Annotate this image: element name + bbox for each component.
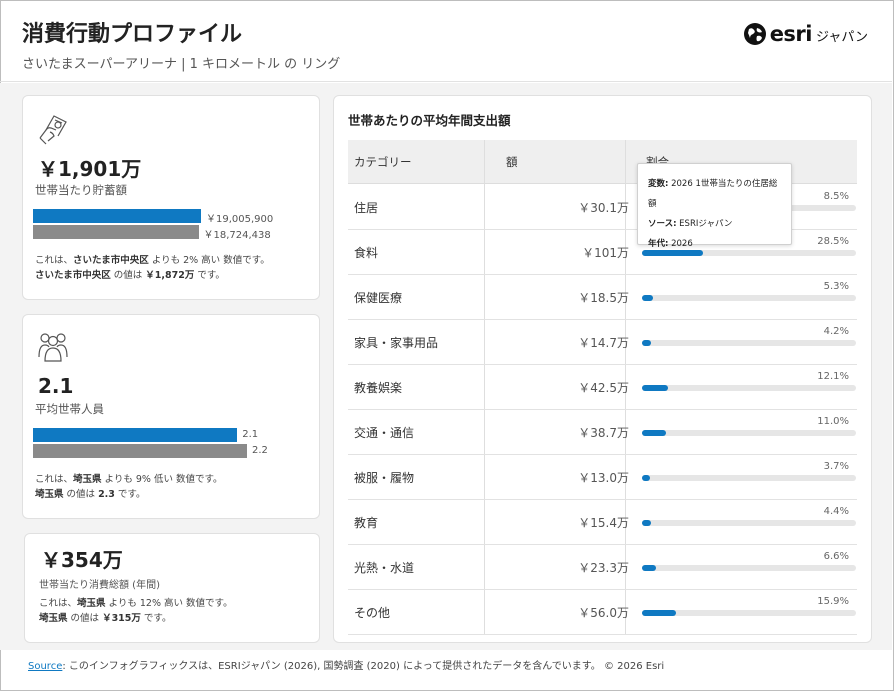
row-share-track — [642, 610, 856, 616]
page-subtitle: さいたまスーパーアリーナ | 1 キロメートル の リング — [22, 57, 341, 72]
household-bar-compare-label: 2.2 — [252, 445, 268, 456]
row-share-track — [642, 475, 856, 481]
row-category: 交通・通信 — [354, 426, 415, 440]
row-share-label: 6.6% — [823, 551, 849, 562]
table-row[interactable]: その他 ￥56.0万 15.9% — [348, 590, 857, 635]
row-share-bar — [642, 610, 677, 616]
row-share-bar — [642, 385, 668, 391]
column-divider — [484, 140, 485, 635]
row-share-bar — [642, 340, 651, 346]
row-share-label: 4.4% — [823, 506, 849, 517]
brand-region: ジャパン — [815, 30, 868, 45]
people-group-icon — [38, 333, 68, 362]
row-category: 被服・履物 — [354, 471, 415, 485]
spending-label: 世帯当たり消費総額 (年間) — [39, 580, 160, 591]
row-amount: ￥18.5万 — [578, 291, 629, 305]
household-bar-area — [33, 428, 238, 442]
row-category: その他 — [354, 606, 391, 620]
row-share-track — [642, 385, 856, 391]
footer-text: : このインフォグラフィックスは、ESRIジャパン (2026), 国勢調査 (… — [62, 661, 665, 672]
table-row[interactable]: 教養娯楽 ￥42.5万 12.1% — [348, 365, 857, 410]
header: 消費行動プロファイル さいたまスーパーアリーナ | 1 キロメートル の リング… — [0, 0, 892, 82]
row-share-label: 28.5% — [817, 236, 849, 247]
row-share-bar — [642, 475, 650, 481]
row-share-bar — [642, 430, 666, 436]
row-share-label: 5.3% — [823, 281, 849, 292]
table-title: 世帯あたりの平均年間支出額 — [348, 113, 511, 128]
row-share-track — [642, 430, 856, 436]
row-share-label: 4.2% — [823, 326, 849, 337]
row-amount: ￥23.3万 — [578, 561, 629, 575]
column-divider — [625, 140, 626, 635]
row-amount: ￥13.0万 — [578, 471, 629, 485]
page-title: 消費行動プロファイル — [22, 22, 243, 47]
spending-card: ￥354万 世帯当たり消費総額 (年間) これは、埼玉県 よりも 12% 高い … — [24, 533, 320, 643]
household-note: これは、埼玉県 よりも 9% 低い 数値です。 埼玉県 の値は 2.3 です。 — [35, 474, 223, 500]
table-row[interactable]: 光熱・水道 ￥23.3万 6.6% — [348, 545, 857, 590]
row-share-track — [642, 340, 856, 346]
row-share-track — [642, 520, 856, 526]
row-share-track — [642, 250, 856, 256]
savings-bar-area — [33, 209, 201, 223]
tooltip: 変数: 2026 1世帯当たりの住居総額 ソース: ESRIジャパン 年代: 2… — [637, 163, 792, 249]
row-category: 保健医療 — [354, 291, 403, 305]
row-share-label: 3.7% — [823, 461, 849, 472]
hand-money-icon — [39, 115, 67, 145]
savings-bar-compare-label: ￥18,724,438 — [203, 230, 271, 241]
row-share-label: 11.0% — [817, 416, 849, 427]
column-header-category[interactable]: カテゴリー — [354, 155, 412, 169]
row-share-label: 15.9% — [817, 596, 849, 607]
row-share-bar — [642, 565, 657, 571]
row-category: 住居 — [354, 201, 379, 215]
source-link[interactable]: Source — [28, 661, 63, 672]
globe-icon — [743, 23, 766, 45]
savings-bar-area-label: ￥19,005,900 — [206, 214, 274, 225]
table-row[interactable]: 家具・家事用品 ￥14.7万 4.2% — [348, 320, 857, 365]
row-share-bar — [642, 295, 654, 301]
household-card: 2.1 平均世帯人員 2.1 2.2 これは、埼玉県 よりも 9% 低い 数値で… — [22, 314, 320, 519]
row-share-bar — [642, 250, 703, 256]
row-amount: ￥101万 — [582, 246, 629, 260]
household-bar-compare — [33, 444, 247, 458]
savings-note: これは、さいたま市中央区 よりも 2% 高い 数値です。 さいたま市中央区 の値… — [35, 255, 270, 281]
table-row[interactable]: 食料 ￥101万 28.5% — [348, 230, 857, 275]
footer: Source: このインフォグラフィックスは、ESRIジャパン (2026), … — [28, 657, 664, 672]
table-row[interactable]: 交通・通信 ￥38.7万 11.0% — [348, 410, 857, 455]
row-category: 教養娯楽 — [354, 381, 403, 395]
table-row[interactable]: 教育 ￥15.4万 4.4% — [348, 500, 857, 545]
column-header-amount[interactable]: 額 — [506, 155, 518, 169]
spending-value: ￥354万 — [41, 548, 123, 572]
row-share-track — [642, 295, 856, 301]
savings-bar-compare — [33, 225, 199, 239]
table-row[interactable]: 保健医療 ￥18.5万 5.3% — [348, 275, 857, 320]
row-category: 食料 — [354, 246, 379, 260]
brand-logo: esri ジャパン — [743, 22, 868, 46]
row-amount: ￥38.7万 — [578, 426, 629, 440]
row-amount: ￥56.0万 — [578, 606, 629, 620]
row-amount: ￥30.1万 — [578, 201, 629, 215]
household-label: 平均世帯人員 — [35, 402, 104, 416]
brand-name: esri — [769, 22, 813, 46]
row-amount: ￥42.5万 — [578, 381, 629, 395]
household-bar-area-label: 2.1 — [242, 429, 259, 440]
row-share-bar — [642, 520, 652, 526]
row-share-track — [642, 565, 856, 571]
row-share-label: 8.5% — [823, 191, 849, 202]
row-category: 家具・家事用品 — [354, 336, 439, 350]
household-value: 2.1 — [38, 374, 74, 398]
table-row[interactable]: 被服・履物 ￥13.0万 3.7% — [348, 455, 857, 500]
row-category: 教育 — [354, 516, 379, 530]
savings-card: ￥1,901万 世帯当たり貯蓄額 ￥19,005,900 ￥18,724,438… — [22, 95, 320, 300]
row-amount: ￥14.7万 — [578, 336, 629, 350]
row-amount: ￥15.4万 — [578, 516, 629, 530]
spending-note: これは、埼玉県 よりも 12% 高い 数値です。 埼玉県 の値は ￥315万 で… — [39, 598, 233, 624]
row-category: 光熱・水道 — [354, 561, 415, 575]
savings-value: ￥1,901万 — [38, 157, 142, 181]
savings-label: 世帯当たり貯蓄額 — [35, 183, 127, 197]
row-share-label: 12.1% — [817, 371, 849, 382]
